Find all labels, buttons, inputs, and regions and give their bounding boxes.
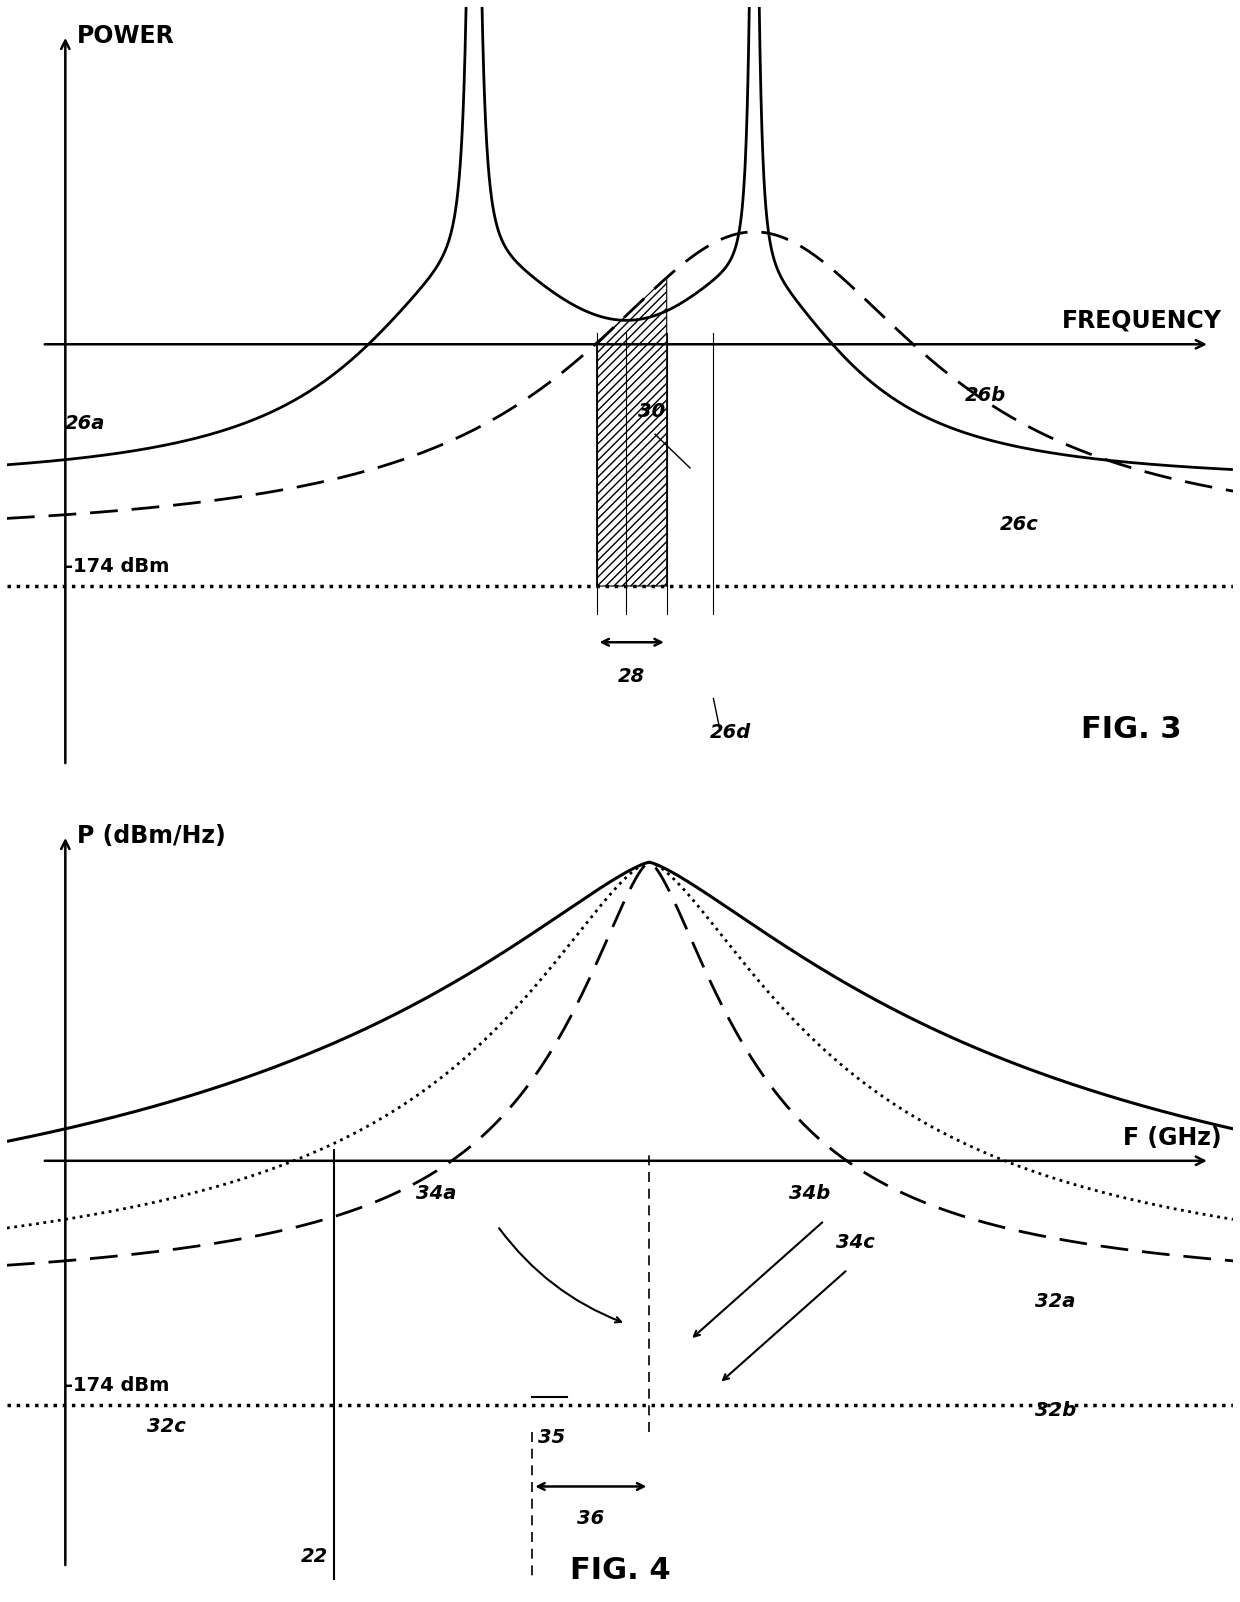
Text: FREQUENCY: FREQUENCY [1061,309,1221,332]
Text: 30: 30 [637,402,665,421]
Text: F (GHz): F (GHz) [1122,1126,1221,1150]
Text: 26a: 26a [66,413,105,433]
Text: 22: 22 [301,1548,329,1567]
Text: 32b: 32b [1034,1400,1076,1419]
Text: -174 dBm: -174 dBm [66,1376,170,1395]
Text: 34b: 34b [790,1184,831,1203]
Text: 26c: 26c [999,514,1038,533]
Text: 35: 35 [538,1427,565,1447]
Text: 26b: 26b [965,386,1006,404]
Text: 36: 36 [577,1509,604,1528]
Text: 34c: 34c [836,1232,874,1251]
Text: P (dBm/Hz): P (dBm/Hz) [77,825,226,847]
Text: 28: 28 [618,666,645,686]
Text: 26d: 26d [711,723,751,742]
Text: 34a: 34a [415,1184,456,1203]
Text: POWER: POWER [77,24,175,48]
Text: FIG. 3: FIG. 3 [1081,714,1182,743]
Text: 32c: 32c [148,1418,186,1437]
Text: FIG. 4: FIG. 4 [569,1556,671,1584]
Text: -174 dBm: -174 dBm [66,557,170,577]
Text: 32a: 32a [1034,1293,1075,1312]
